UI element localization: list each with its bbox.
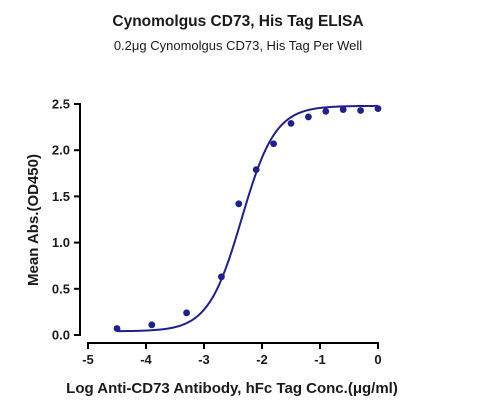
y-axis-title: Mean Abs.(OD450) bbox=[25, 154, 42, 286]
x-axis-title: Log Anti-CD73 Antibody, hFc Tag Conc.(μg… bbox=[66, 380, 398, 397]
chart-subtitle: 0.2μg Cynomolgus CD73, His Tag Per Well bbox=[114, 38, 362, 53]
data-point bbox=[357, 107, 364, 114]
data-point bbox=[183, 309, 191, 317]
data-point bbox=[113, 325, 121, 332]
y-tick-label: 2.0 bbox=[52, 143, 70, 158]
plot-area: 0.0 0.5 1.0 1.5 2.0 2.5 -5 -4 -3 -2 -1 0 bbox=[52, 97, 382, 368]
data-point bbox=[374, 105, 382, 113]
data-point bbox=[339, 106, 347, 113]
y-tick-label: 1.0 bbox=[52, 235, 70, 250]
data-point bbox=[235, 200, 243, 208]
y-tick-label: 0.0 bbox=[52, 328, 70, 343]
data-point bbox=[305, 113, 312, 121]
y-tick-label: 0.5 bbox=[52, 281, 70, 296]
data-point bbox=[270, 140, 277, 148]
data-point bbox=[287, 120, 295, 127]
x-tick-label: 0 bbox=[374, 352, 381, 367]
x-tick-label: -2 bbox=[256, 352, 268, 367]
x-tick-label: -1 bbox=[314, 352, 326, 367]
chart-title: Cynomolgus CD73, His Tag ELISA bbox=[112, 13, 363, 30]
data-point bbox=[148, 321, 156, 329]
x-tick-label: -3 bbox=[198, 352, 210, 367]
fit-curve bbox=[116, 104, 378, 333]
y-tick-label: 1.5 bbox=[52, 189, 70, 204]
data-point bbox=[252, 166, 260, 174]
x-tick-label: -4 bbox=[140, 352, 152, 367]
data-point bbox=[218, 273, 225, 281]
x-tick-label: -5 bbox=[82, 352, 94, 367]
data-point bbox=[322, 107, 330, 115]
y-tick-label: 2.5 bbox=[52, 97, 70, 112]
